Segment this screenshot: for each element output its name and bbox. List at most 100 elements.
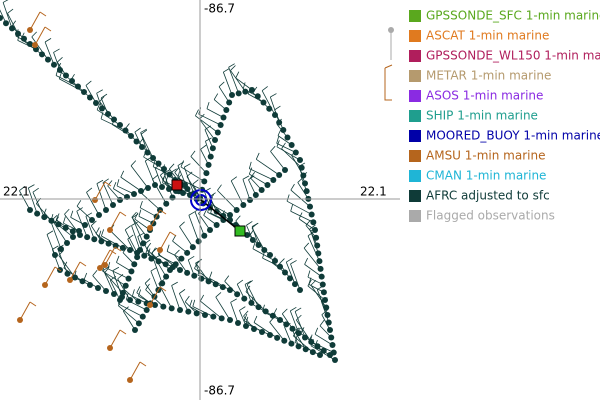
wind-barb [206, 108, 224, 118]
wind-barb-flag [98, 230, 102, 238]
observation-dot [70, 234, 76, 240]
wind-barb-flag [271, 256, 276, 264]
wind-barb-flag [32, 187, 39, 193]
wind-barb-flag [134, 127, 141, 133]
wind-barb [281, 148, 302, 169]
observation-dot [227, 317, 233, 323]
wind-barb-flag [131, 221, 138, 226]
wind-barb-flag [112, 266, 120, 271]
wind-barb-flag [138, 209, 142, 217]
wind-barb-flag [321, 310, 328, 315]
observation-dot [62, 224, 69, 231]
wind-barb-flag [63, 261, 68, 269]
wind-barb-flag [305, 219, 311, 226]
wind-barb [294, 311, 306, 338]
observation-dot [127, 247, 133, 253]
observation-dot [242, 88, 249, 95]
wind-barb-flag [73, 270, 77, 278]
wind-barb-flag [286, 194, 290, 202]
wind-barb [126, 299, 147, 311]
observation-dot [280, 127, 287, 133]
legend-swatch [409, 150, 421, 162]
wind-barb [163, 172, 173, 198]
amsu-barb [94, 181, 106, 201]
observation-dot [317, 352, 323, 358]
observation-dot [214, 129, 221, 136]
observation-dot [112, 242, 119, 249]
observation-dot [272, 257, 278, 264]
wind-barb [76, 211, 88, 238]
axis-label-left: 22.1 [3, 185, 30, 199]
wind-barb-flag [150, 267, 158, 272]
observation-dot [297, 157, 303, 163]
legend-label: METAR 1-min marine [426, 69, 551, 83]
wind-barb [131, 225, 141, 251]
wind-barb-flag [145, 156, 152, 162]
observation-dot [139, 144, 145, 150]
observation-dot [9, 25, 15, 32]
observation-dot [319, 281, 326, 288]
amsu-dot [92, 197, 98, 203]
wind-barb [99, 101, 115, 120]
legend-label: GPSSONDE_SFC 1-min marine [426, 9, 600, 23]
legend: GPSSONDE_SFC 1-min marine ASCAT 1-min mar… [409, 9, 600, 223]
wind-barb-flag [298, 162, 306, 167]
observation-dot [45, 56, 51, 63]
observation-dot [105, 240, 112, 247]
wind-barb-flag [230, 298, 237, 303]
wind-barb-flag [139, 137, 144, 144]
wind-barb-flag [99, 96, 105, 102]
wind-barb-flag [262, 304, 265, 312]
wind-barb-flag [270, 145, 276, 152]
observation-dot [127, 297, 133, 303]
observation-dot [87, 94, 93, 101]
axis-label-top: -86.7 [204, 2, 235, 16]
wind-barb-flag [244, 280, 252, 285]
wind-barb [296, 319, 312, 343]
observation-dot [201, 178, 208, 185]
wind-barb-flag [321, 297, 328, 302]
observation-dot [184, 269, 191, 276]
wind-barb [171, 285, 181, 311]
wind-barb-flag [55, 213, 60, 221]
wind-barb [186, 176, 201, 199]
observation-dot [213, 222, 220, 228]
observation-dot [312, 227, 318, 233]
wind-barb-flag [20, 32, 25, 40]
wind-barb [109, 280, 121, 301]
wind-barb [204, 129, 214, 149]
amsu-barb-flag [119, 329, 127, 335]
observation-dot [93, 100, 99, 106]
observation-dot [226, 99, 233, 106]
wind-barb-flag [11, 20, 17, 27]
legend-swatch [409, 210, 421, 222]
wind-barb [7, 13, 19, 34]
wind-barb [253, 322, 278, 339]
wind-barb-flag [261, 86, 268, 92]
observation-dot [327, 327, 333, 333]
wind-barb [109, 230, 131, 251]
wind-barb-flag [154, 164, 162, 169]
wind-barb-flag [246, 280, 253, 285]
observation-dot [316, 258, 323, 265]
observation-dot [288, 340, 295, 347]
wind-barb-flag [174, 249, 180, 256]
observation-dot [161, 166, 167, 172]
wind-barb [100, 118, 126, 131]
wind-barb [188, 215, 199, 242]
amsu-barb [44, 266, 56, 286]
wind-barb [224, 281, 238, 295]
wind-barb [256, 159, 280, 176]
wind-barb [250, 303, 274, 317]
wind-barb-flag [2, 0, 9, 3]
wind-barb-flag [122, 246, 128, 253]
observation-dot [233, 207, 240, 213]
legend-swatch [409, 30, 421, 42]
wind-barb [222, 71, 233, 96]
wind-barb-flag [124, 123, 130, 130]
wind-barb [190, 156, 207, 174]
observation-dot [207, 227, 213, 233]
wind-barb-flag [290, 260, 297, 265]
wind-barb [235, 77, 253, 91]
